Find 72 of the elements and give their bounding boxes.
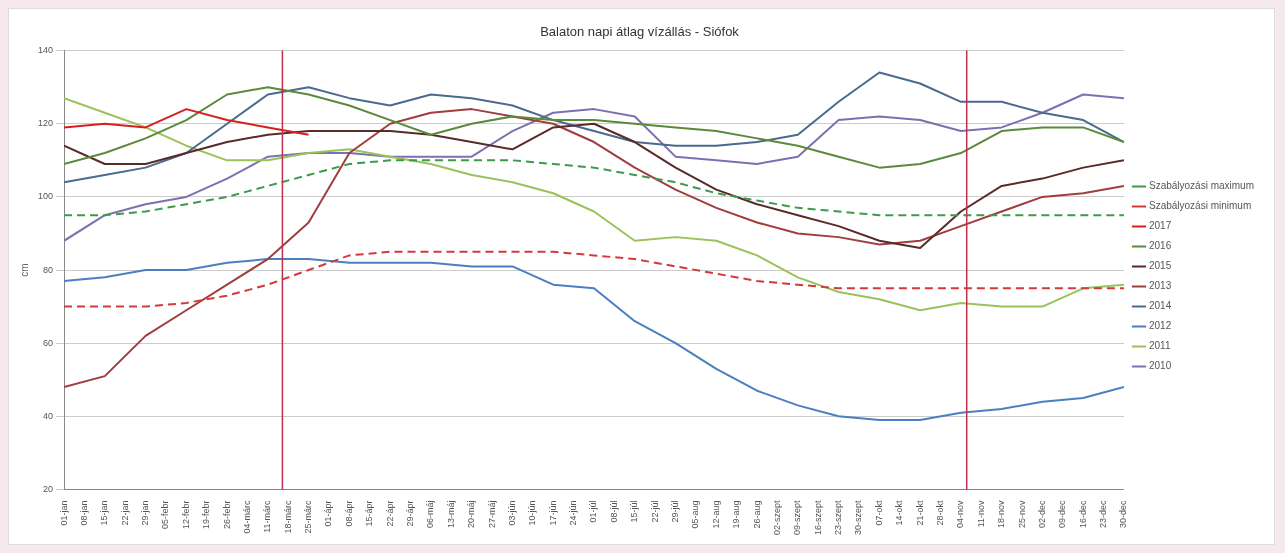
x-tick-label: 26-aug [751, 500, 762, 529]
x-tick-label: 12-febr [180, 500, 191, 530]
x-tick-label: 24-jún [568, 500, 579, 526]
x-tick-label: 15-júl [629, 500, 640, 523]
x-tick-label: 25-nov [1016, 499, 1027, 529]
x-tick-label: 02-szept [771, 499, 782, 536]
x-tick-label: 16-szept [812, 499, 823, 536]
x-tick-label: 15-jan [99, 500, 110, 526]
chart-title: Balaton napi átlag vízállás - Siófok [540, 24, 740, 40]
x-tick-label: 19-aug [731, 500, 742, 529]
legend-label: Szabályozási maximum [1148, 180, 1255, 192]
x-tick-label: 28-okt [935, 499, 945, 526]
x-tick-label: 30-szept [853, 499, 864, 536]
y-tick-label: 80 [43, 264, 54, 275]
x-tick-label: 09-dec [1057, 499, 1068, 529]
x-tick-label: 29-ápr [405, 500, 416, 527]
x-tick-label: 06-máj [425, 500, 436, 528]
legend-label: 2013 [1148, 280, 1172, 292]
x-tick-label: 23-dec [1098, 499, 1109, 529]
x-tick-label: 04-nov [955, 499, 966, 529]
x-tick-label: 17-jún [547, 500, 558, 526]
x-tick-label: 07-okt [873, 499, 884, 526]
x-tick-label: 01-júl [588, 500, 599, 523]
x-tick-label: 21-okt [914, 499, 925, 526]
y-tick-label: 100 [37, 191, 54, 202]
x-tick-label: 08-ápr [343, 500, 354, 527]
legend-label: 2015 [1148, 260, 1172, 272]
x-tick-label: 22-jan [119, 500, 130, 526]
x-tick-label: 08-jan [78, 500, 89, 526]
y-tick-label: 120 [37, 118, 54, 129]
x-tick-label: 11-márc [262, 499, 273, 533]
x-tick-label: 29-júl [670, 500, 681, 523]
x-tick-label: 01-jan [58, 500, 69, 526]
x-tick-label: 15-ápr [364, 500, 375, 527]
x-tick-label: 05-febr [160, 500, 171, 530]
x-tick-label: 05-aug [690, 500, 701, 529]
x-tick-label: 26-febr [221, 500, 232, 530]
legend-label: 2016 [1148, 240, 1172, 252]
legend-label: 2017 [1148, 220, 1172, 232]
x-tick-label: 22-ápr [384, 500, 395, 527]
x-tick-label: 04-márc [241, 499, 252, 534]
x-tick-label: 25-márc [303, 499, 314, 534]
x-tick-label: 14-okt [894, 499, 905, 526]
x-tick-label: 22-júl [649, 500, 660, 523]
x-tick-label: 11-nov [975, 499, 986, 528]
y-tick-label: 20 [43, 483, 54, 494]
x-tick-label: 16-dec [1077, 499, 1088, 529]
legend-label: 2014 [1148, 300, 1172, 312]
x-tick-label: 09-szept [792, 499, 803, 536]
x-tick-label: 10-jún [527, 500, 538, 526]
x-tick-label: 30-dec [1118, 499, 1129, 529]
x-tick-label: 19-febr [201, 500, 212, 530]
x-tick-label: 18-nov [996, 499, 1007, 529]
x-tick-label: 13-máj [445, 500, 456, 528]
x-tick-label: 12-aug [710, 500, 721, 529]
y-axis-title: cm [18, 263, 30, 277]
y-tick-label: 60 [43, 337, 54, 348]
y-tick-label: 140 [37, 45, 54, 56]
legend-label: 2012 [1148, 320, 1172, 332]
x-tick-label: 01-ápr [323, 500, 334, 527]
x-tick-label: 27-máj [486, 500, 497, 528]
x-tick-label: 02-dec [1036, 499, 1047, 529]
x-tick-label: 03-jún [506, 500, 517, 526]
legend-label: 2010 [1148, 360, 1172, 372]
legend-label: Szabályozási minimum [1148, 200, 1252, 212]
x-tick-label: 20-máj [466, 500, 477, 528]
y-tick-label: 40 [43, 410, 54, 421]
x-tick-label: 29-jan [140, 500, 151, 526]
legend-label: 2011 [1148, 340, 1171, 352]
x-tick-label: 08-júl [608, 500, 619, 523]
x-tick-label: 23-szept [833, 499, 844, 536]
x-tick-label: 18-márc [282, 499, 293, 534]
